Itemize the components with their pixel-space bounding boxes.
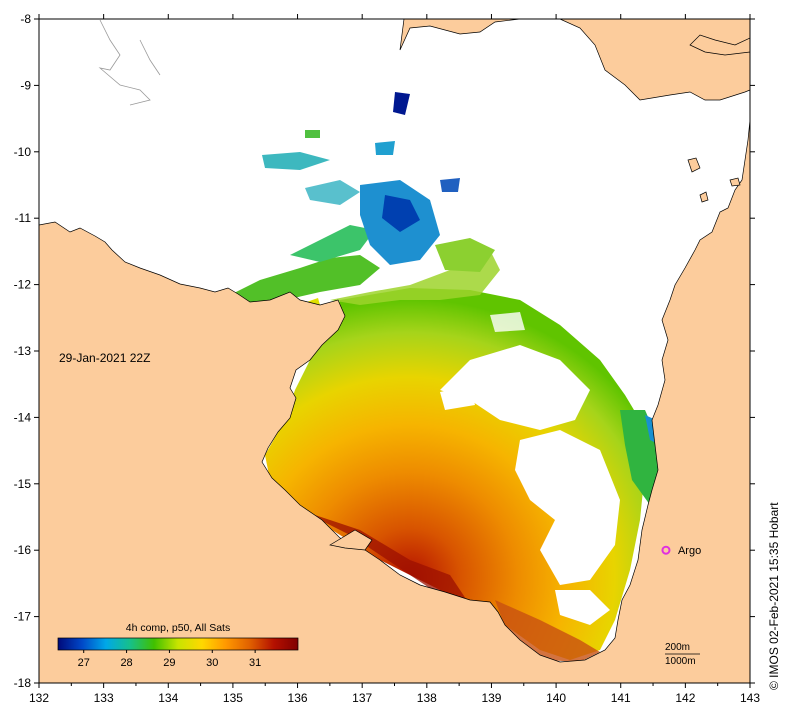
lon-tick-label: 141 <box>611 691 631 705</box>
longitude-axis: 132 133 134 135 136 137 138 139 140 141 142 143 <box>29 14 760 705</box>
lat-tick-label: -17 <box>14 610 32 624</box>
colorbar-tick-label: 28 <box>120 657 132 669</box>
lat-tick-label: -14 <box>14 410 32 424</box>
colorbar-tick-label: 29 <box>163 657 175 669</box>
colorbar-tick-label: 31 <box>249 657 261 669</box>
argo-marker[interactable]: Argo <box>661 545 701 557</box>
colorbar: 4h comp, p50, All Sats 27 28 29 30 31 <box>57 622 299 669</box>
lat-tick-label: -15 <box>14 477 32 491</box>
lon-tick-label: 133 <box>94 691 114 705</box>
lon-tick-label: 143 <box>740 691 760 705</box>
sst-field <box>230 92 662 662</box>
contour-legend-200m: 200m <box>665 642 690 653</box>
lon-tick-label: 135 <box>223 691 243 705</box>
contour-line-2 <box>139 39 161 76</box>
lon-tick-label: 142 <box>675 691 695 705</box>
argo-label: Argo <box>678 545 701 557</box>
lon-tick-label: 137 <box>352 691 372 705</box>
colorbar-ticks: 27 28 29 30 31 <box>78 650 261 669</box>
credit-text: © IMOS 02-Feb-2021 15:35 Hobart <box>767 502 781 690</box>
lat-tick-label: -8 <box>20 12 31 26</box>
lat-tick-label: -9 <box>20 78 31 92</box>
lat-tick-label: -10 <box>14 145 32 159</box>
argo-float-icon[interactable] <box>661 545 671 555</box>
contour-line <box>98 19 151 106</box>
lat-tick-label: -16 <box>14 543 32 557</box>
colorbar-scale <box>57 637 299 651</box>
lon-tick-label: 138 <box>417 691 437 705</box>
lon-tick-label: 136 <box>288 691 308 705</box>
lon-tick-label: 132 <box>29 691 49 705</box>
lon-tick-label: 139 <box>481 691 501 705</box>
lat-tick-label: -12 <box>14 278 32 292</box>
contour-legend-1000m: 1000m <box>665 656 696 667</box>
colorbar-tick-label: 30 <box>206 657 218 669</box>
colorbar-tick-label: 27 <box>78 657 90 669</box>
land <box>39 19 750 683</box>
lon-tick-label: 134 <box>158 691 178 705</box>
lat-tick-label: -13 <box>14 344 32 358</box>
timestamp-label: 29-Jan-2021 22Z <box>59 351 150 365</box>
colorbar-title: 4h comp, p50, All Sats <box>126 622 230 634</box>
latitude-axis: -8 -9 -10 -11 -12 -13 -14 -15 -16 -17 -18 <box>14 12 755 690</box>
lat-tick-label: -18 <box>14 676 32 690</box>
lat-tick-label: -11 <box>15 211 32 225</box>
lon-tick-label: 140 <box>546 691 566 705</box>
